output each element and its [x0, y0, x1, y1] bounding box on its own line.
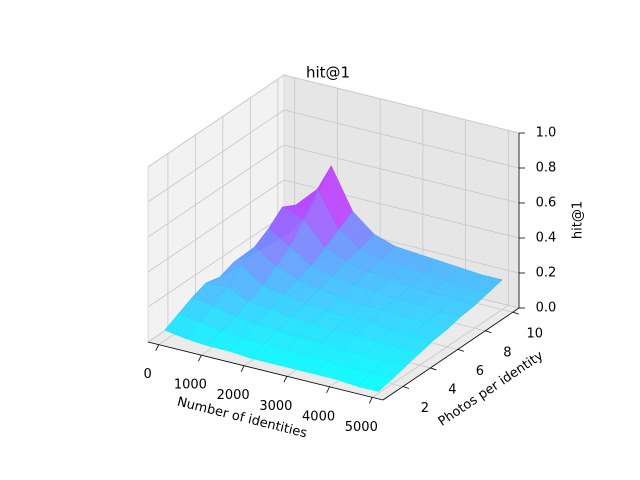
y-tick-label: 2: [421, 401, 429, 416]
x-tick-label: 4000: [302, 409, 335, 424]
y-tick-label: 6: [476, 364, 484, 379]
z-tick-label: 0.4: [536, 231, 557, 246]
grid-line: [147, 179, 285, 273]
chart-title: hit@1: [306, 64, 350, 82]
y-tick-mark: [485, 330, 492, 334]
z-tick-label: 0.8: [536, 161, 557, 176]
y-tick-mark: [430, 367, 437, 371]
y-tick-mark: [402, 386, 410, 389]
x-tick-label: 3000: [259, 399, 292, 414]
axes: [147, 132, 525, 404]
x-tick-mark: [283, 376, 288, 383]
x-tick-mark: [368, 397, 373, 404]
y-axis-line: [382, 307, 520, 401]
grid-line: [372, 305, 509, 398]
x-tick-label: 2000: [217, 388, 250, 403]
grid-line: [283, 144, 520, 204]
z-tick-label: 1.0: [536, 126, 557, 141]
x-tick-mark: [326, 386, 330, 393]
surface: [164, 165, 503, 392]
grid-line: [283, 109, 520, 169]
grid-line: [147, 144, 285, 238]
x-tick-mark: [198, 355, 202, 362]
z-tick-label: 0.0: [536, 301, 557, 316]
z-axis-label: hit@1: [571, 201, 586, 239]
y-tick-mark: [512, 311, 519, 315]
x-axis-line: [147, 341, 384, 401]
y-tick-label: 10: [527, 327, 544, 342]
grid-line: [147, 214, 285, 308]
z-tick-label: 0.2: [536, 266, 557, 281]
x-tick-label: 0: [144, 367, 152, 382]
grid-line: [147, 109, 285, 203]
labels: 0 1000 2000 3000 4000 5000 2 4 6 8 10 0.0 0.2 0.4 0.6 0…: [144, 126, 557, 435]
x-tick-label: 1000: [174, 378, 207, 393]
y-tick-label: 8: [503, 345, 511, 360]
y-tick-mark: [457, 348, 464, 352]
grid-line: [147, 74, 285, 168]
x-tick-mark: [240, 365, 245, 372]
x-tick-label: 5000: [345, 420, 378, 435]
y-tick-label: 4: [448, 382, 456, 397]
grid-line: [283, 74, 520, 134]
surface-patch: [356, 373, 393, 392]
z-tick-label: 0.6: [536, 196, 557, 211]
x-tick-mark: [155, 344, 160, 351]
